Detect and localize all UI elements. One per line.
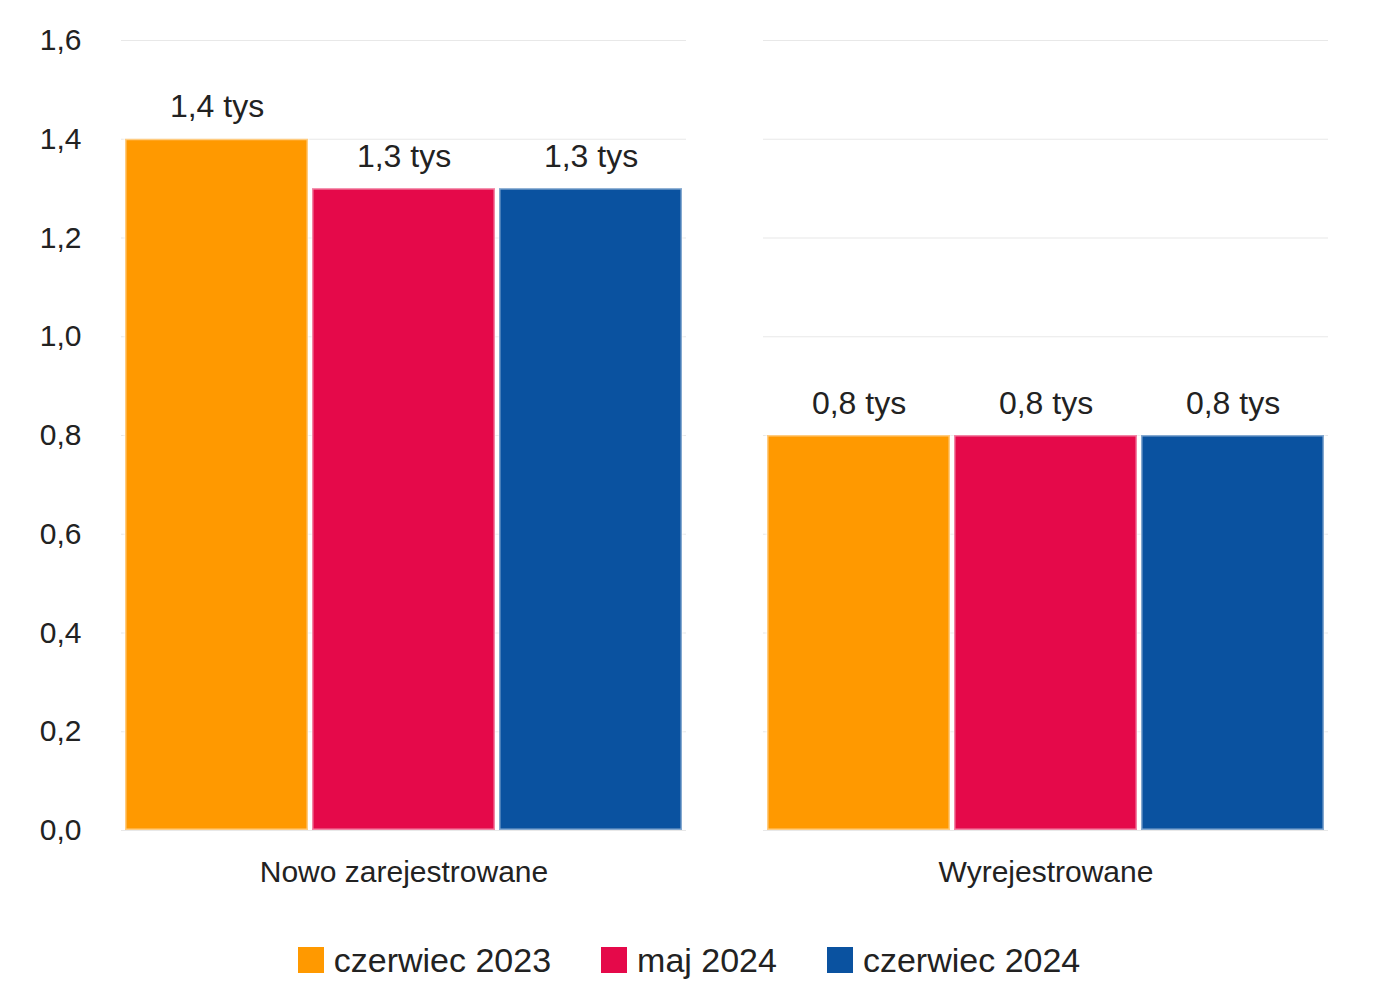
svg-text:Nowo zarejestrowane: Nowo zarejestrowane bbox=[260, 855, 548, 888]
svg-text:1,2: 1,2 bbox=[40, 221, 82, 254]
svg-text:0,2: 0,2 bbox=[40, 714, 82, 747]
svg-text:1,3 tys: 1,3 tys bbox=[544, 138, 638, 174]
svg-text:0,8: 0,8 bbox=[40, 418, 82, 451]
svg-text:0,8 tys: 0,8 tys bbox=[999, 385, 1093, 421]
svg-text:1,4: 1,4 bbox=[40, 122, 82, 155]
svg-text:1,6: 1,6 bbox=[40, 23, 82, 56]
html-text:czerwiec 2023: czerwiec 2023 bbox=[333, 940, 552, 979]
svg-text:Wyrejestrowane: Wyrejestrowane bbox=[939, 855, 1154, 888]
html-text:maj 2024: maj 2024 bbox=[637, 940, 777, 979]
svg-text:0,4: 0,4 bbox=[40, 616, 82, 649]
svg-text:0,8 tys: 0,8 tys bbox=[1186, 385, 1280, 421]
svg-text:1,0: 1,0 bbox=[40, 319, 82, 352]
svg-text:0,6: 0,6 bbox=[40, 517, 82, 550]
svg-text:0,8 tys: 0,8 tys bbox=[812, 385, 906, 421]
svg-text:1,4 tys: 1,4 tys bbox=[170, 88, 264, 124]
svg-text:0,0: 0,0 bbox=[40, 813, 82, 846]
svg-text:1,3 tys: 1,3 tys bbox=[357, 138, 451, 174]
html-text:czerwiec 2024: czerwiec 2024 bbox=[862, 940, 1081, 979]
